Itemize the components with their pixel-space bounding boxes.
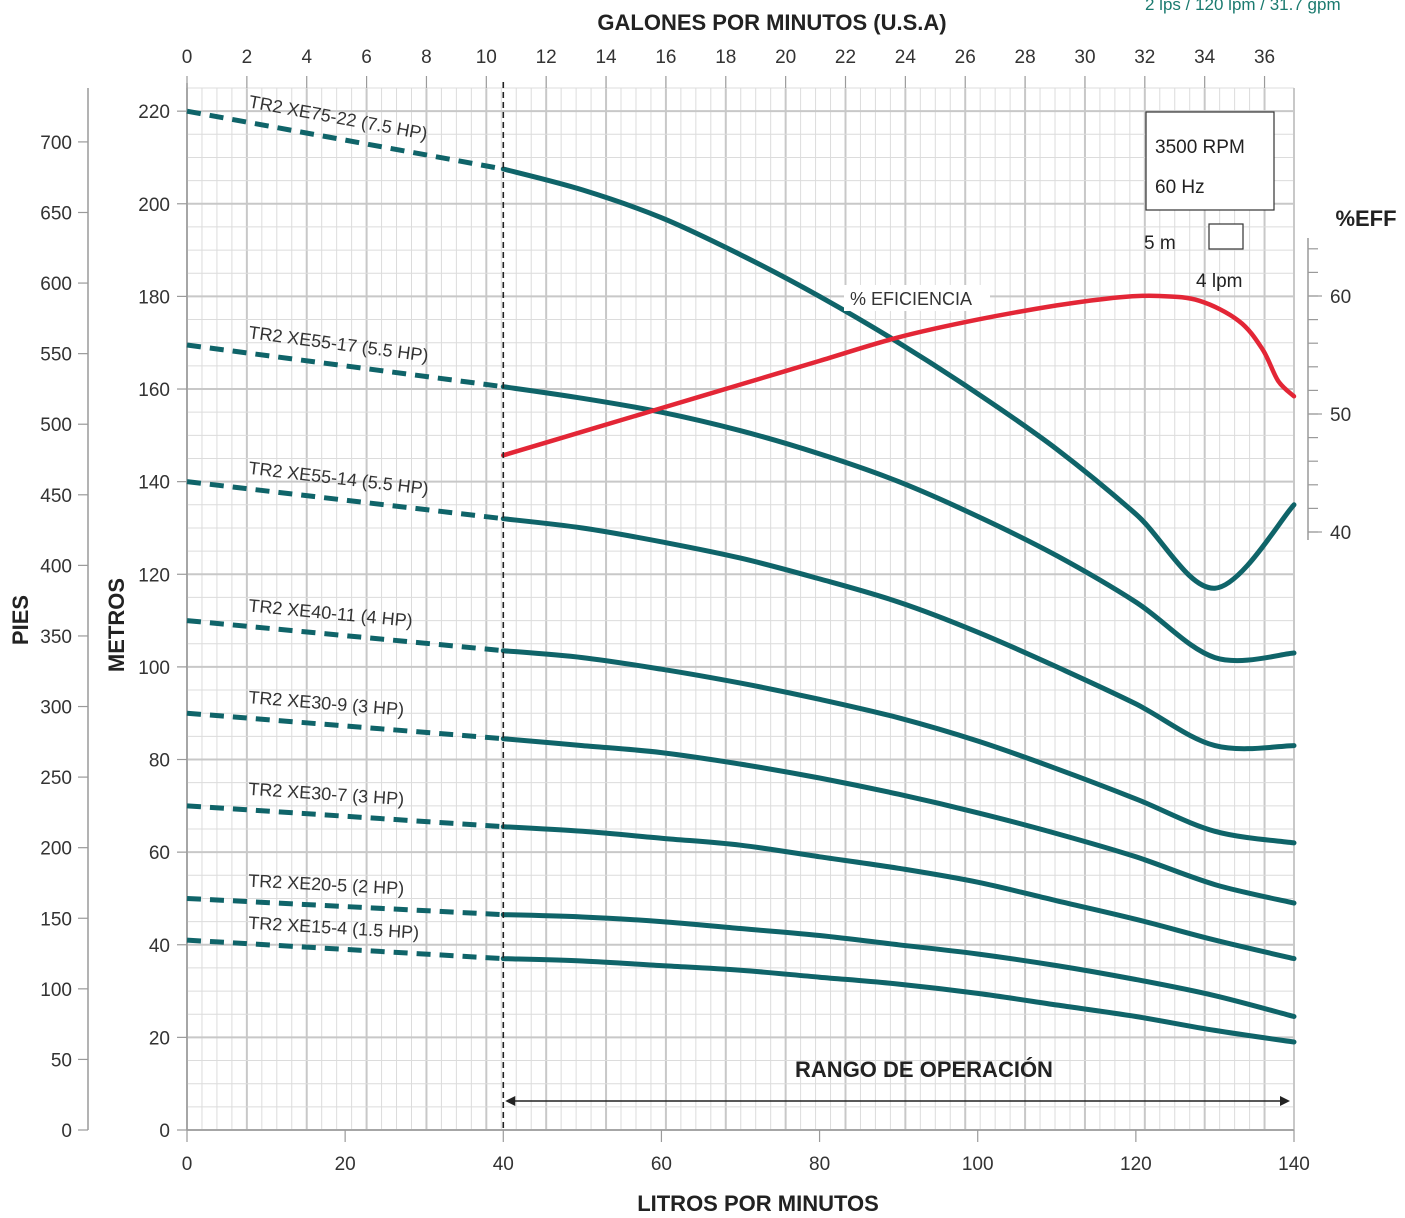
curve-solid-segment [500,912,1297,1019]
gpm-tick-label: 22 [835,47,856,68]
feet-tick-label: 350 [40,627,72,648]
feet-tick-label: 300 [40,698,72,719]
feet-tick-label: 100 [40,980,72,1001]
meters-tick-label: 20 [149,1028,170,1049]
gpm-tick-label: 2 [242,47,253,68]
gpm-tick-label: 26 [955,47,976,68]
hz-label: 60 Hz [1155,177,1205,198]
curve-dashed-segment [186,108,504,172]
curve-dashed-segment [186,618,504,654]
gpm-tick-label: 36 [1254,47,1275,68]
curve-label: TR2 XE55-14 (5.5 HP) [248,458,430,499]
gpm-tick-label: 8 [421,47,432,68]
axes: 0204060801001201401601802002200501001502… [40,47,1351,1175]
feet-tick-label: 700 [40,133,72,154]
x-axis-title-gpm: GALONES POR MINUTOS (U.S.A) [597,10,946,35]
meters-tick-label: 220 [138,102,170,123]
meters-tick-label: 0 [159,1121,170,1142]
gpm-tick-label: 30 [1074,47,1095,68]
curve-dashed-segment [186,937,504,962]
curve-solid-segment [500,736,1297,906]
scale-square [1208,223,1244,250]
lpm-tick-label: 140 [1278,1154,1310,1175]
efficiency-curve [501,293,1297,458]
y-axis-title-feet: PIES [8,595,33,645]
efficiency-label: % EFICIENCIA [850,289,972,309]
curve-label: TR2 XE75-22 (7.5 HP) [247,92,429,144]
feet-tick-label: 250 [40,768,72,789]
gpm-tick-label: 16 [655,47,676,68]
curve-solid-segment [500,384,1297,664]
scale-flow-label: 4 lpm [1196,271,1242,292]
feet-tick-label: 550 [40,345,72,366]
y-axis-title-efficiency: %EFF [1335,206,1396,231]
gpm-tick-label: 6 [361,47,372,68]
operating-range-arrowhead-left [505,1096,516,1106]
x-axis-title-lpm: LITROS POR MINUTOS [637,1191,879,1216]
scale-head-label: 5 m [1144,233,1176,254]
curve-solid-segment [500,166,1297,591]
gpm-tick-label: 10 [476,47,497,68]
gpm-tick-label: 34 [1194,47,1216,68]
gpm-tick-label: 14 [595,47,617,68]
meters-tick-label: 60 [149,843,170,864]
feet-tick-label: 150 [40,909,72,930]
feet-tick-label: 50 [51,1050,72,1071]
gpm-tick-label: 4 [301,47,312,68]
curve-label: TR2 XE15-4 (1.5 HP) [248,913,420,943]
curve-dashed-segment [186,342,504,390]
feet-tick-label: 450 [40,486,72,507]
feet-tick-label: 0 [61,1121,72,1142]
curve-solid-segment [500,956,1297,1045]
curve-dashed-segment [186,895,504,918]
lpm-tick-label: 80 [809,1154,830,1175]
gpm-tick-label: 18 [715,47,736,68]
meters-tick-label: 120 [138,565,170,586]
lpm-tick-label: 60 [651,1154,672,1175]
top-right-note: 2 lps / 120 lpm / 31.7 gpm [1145,0,1341,14]
efficiency-tick-label: 50 [1330,405,1351,426]
efficiency-tick-label: 40 [1330,523,1351,544]
curve-dashed-segment [186,803,504,830]
feet-tick-label: 650 [40,203,72,224]
meters-tick-label: 180 [138,287,170,308]
operating-range-label: RANGO DE OPERACIÓN [795,1057,1053,1082]
meters-tick-label: 140 [138,473,170,494]
lpm-tick-label: 100 [962,1154,994,1175]
curve-solid-segment [500,824,1297,962]
lpm-tick-label: 120 [1120,1154,1152,1175]
curve-solid-segment [500,516,1297,752]
efficiency-tick-label: 60 [1330,287,1351,308]
curve-dashed-segment [186,479,504,522]
curve-dashed-segment [186,710,504,742]
grid [186,87,1295,1131]
meters-tick-label: 160 [138,380,170,401]
meters-tick-label: 80 [149,751,170,772]
feet-tick-label: 600 [40,274,72,295]
curve-label: TR2 XE55-17 (5.5 HP) [247,322,429,365]
curve-label: TR2 XE40-11 (4 HP) [248,595,414,631]
gpm-tick-label: 28 [1015,47,1036,68]
meters-tick-label: 40 [149,936,170,957]
efficiency-label-bg [844,285,990,311]
gpm-tick-label: 20 [775,47,796,68]
operating-range-arrowhead-right [1280,1096,1290,1106]
feet-tick-label: 200 [40,839,72,860]
feet-tick-label: 500 [40,415,72,436]
feet-tick-label: 400 [40,556,72,577]
rpm-label: 3500 RPM [1155,137,1245,158]
gpm-tick-label: 0 [182,47,193,68]
gpm-tick-label: 24 [895,47,917,68]
y-axis-title-meters: METROS [104,578,129,672]
lpm-tick-label: 20 [335,1154,356,1175]
lpm-tick-label: 0 [182,1154,193,1175]
gpm-tick-label: 12 [536,47,557,68]
curve-solid-segment [500,648,1297,846]
rpm-box [1145,111,1275,211]
lpm-tick-label: 40 [493,1154,514,1175]
meters-tick-label: 200 [138,195,170,216]
meters-tick-label: 100 [138,658,170,679]
gpm-tick-label: 32 [1134,47,1155,68]
